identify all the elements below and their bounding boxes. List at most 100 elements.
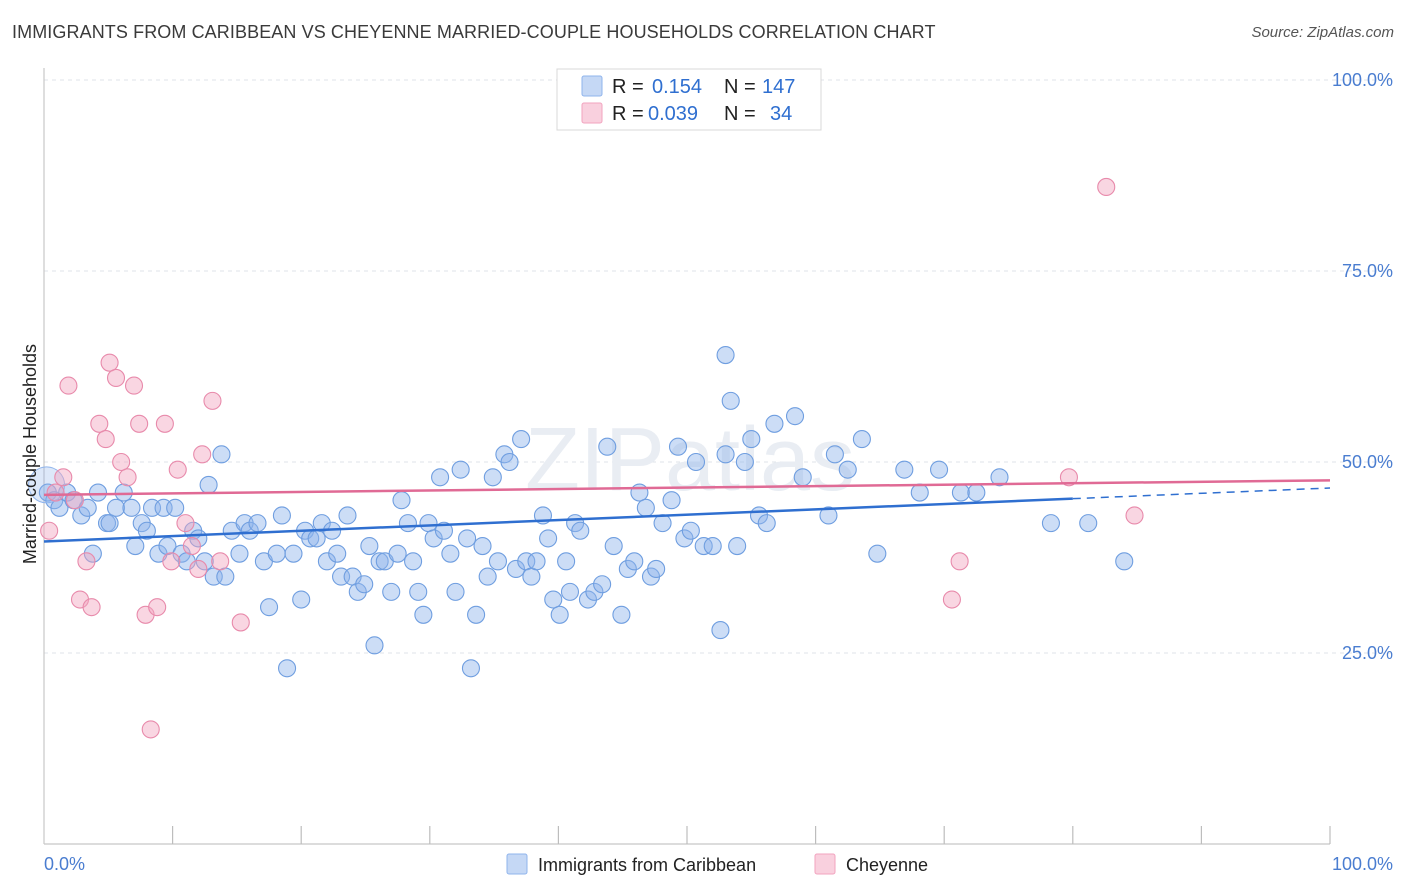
caribbean-point-46 bbox=[312, 514, 331, 533]
caribbean-point-79 bbox=[488, 552, 508, 571]
cheyenne-point-25 bbox=[193, 445, 212, 464]
caribbean-point-133 bbox=[930, 460, 949, 479]
trend-line-caribbean-extension bbox=[1072, 487, 1331, 500]
caribbean-point-72 bbox=[451, 460, 470, 479]
caribbean-point-122 bbox=[757, 514, 776, 533]
caribbean-point-126 bbox=[819, 506, 838, 525]
caribbean-point-112 bbox=[686, 452, 706, 472]
caribbean-point-88 bbox=[539, 529, 558, 548]
caribbean-point-130 bbox=[868, 544, 887, 563]
caribbean-point-51 bbox=[338, 506, 357, 525]
caribbean-point-76 bbox=[473, 536, 492, 556]
caribbean-point-63 bbox=[404, 552, 423, 571]
caribbean-point-97 bbox=[593, 575, 612, 594]
legend-r-label-1: R = bbox=[612, 76, 644, 98]
caribbean-point-38 bbox=[267, 544, 286, 563]
caribbean-point-98 bbox=[598, 437, 617, 456]
cheyenne-point-23 bbox=[182, 536, 201, 556]
legend-n-value-2: 34 bbox=[770, 103, 792, 125]
caribbean-point-59 bbox=[382, 582, 401, 601]
caribbean-point-29 bbox=[212, 445, 231, 464]
caribbean-point-90 bbox=[550, 605, 569, 624]
caribbean-point-42 bbox=[292, 590, 311, 609]
cheyenne-point-15 bbox=[130, 414, 149, 433]
cheyenne-point-29 bbox=[1097, 177, 1116, 197]
y-tick-label-2: 50.0% bbox=[1342, 452, 1393, 472]
cheyenne-point-12 bbox=[112, 452, 131, 472]
caribbean-point-8 bbox=[88, 483, 108, 502]
cheyenne-point-24 bbox=[189, 559, 208, 579]
y-tick-label-0: 100.0% bbox=[1332, 70, 1393, 90]
trend-lines bbox=[43, 479, 1331, 543]
chart-title: IMMIGRANTS FROM CARIBBEAN VS CHEYENNE MA… bbox=[12, 22, 936, 42]
caribbean-point-65 bbox=[414, 605, 433, 624]
caribbean-point-123 bbox=[765, 414, 784, 433]
cheyenne-point-7 bbox=[82, 598, 101, 617]
series-caribbean-points bbox=[28, 345, 1134, 678]
cheyenne-point-10 bbox=[100, 353, 119, 372]
caribbean-point-135 bbox=[967, 483, 986, 502]
cheyenne-point-32 bbox=[942, 590, 961, 609]
y-tick-label-1: 75.0% bbox=[1342, 261, 1393, 281]
series-cheyenne-points bbox=[40, 177, 1144, 739]
bottom-legend: Immigrants from Caribbean Cheyenne bbox=[506, 853, 928, 875]
caribbean-point-70 bbox=[441, 544, 460, 563]
cheyenne-point-9 bbox=[96, 430, 115, 449]
caribbean-point-66 bbox=[419, 514, 438, 533]
caribbean-point-37 bbox=[259, 598, 279, 617]
caribbean-point-108 bbox=[662, 491, 681, 510]
caribbean-point-118 bbox=[728, 536, 747, 556]
caribbean-point-64 bbox=[409, 582, 428, 601]
caribbean-point-117 bbox=[721, 391, 740, 410]
caribbean-point-129 bbox=[852, 430, 871, 449]
trend-line-cheyenne bbox=[43, 479, 1331, 497]
caribbean-point-39 bbox=[272, 506, 291, 525]
cheyenne-point-27 bbox=[211, 552, 230, 571]
caribbean-point-34 bbox=[240, 521, 259, 540]
caribbean-point-119 bbox=[735, 452, 754, 472]
caribbean-point-85 bbox=[522, 567, 541, 586]
caribbean-point-115 bbox=[711, 621, 730, 640]
cheyenne-point-13 bbox=[118, 468, 137, 487]
y-axis-label: Married-couple Households bbox=[20, 344, 40, 564]
caribbean-point-21 bbox=[166, 498, 185, 517]
caribbean-point-100 bbox=[612, 605, 631, 624]
caribbean-point-62 bbox=[398, 514, 417, 533]
legend-r-value-2: 0.039 bbox=[648, 103, 698, 125]
cheyenne-point-22 bbox=[176, 514, 195, 533]
caribbean-point-5 bbox=[72, 506, 91, 525]
caribbean-point-16 bbox=[137, 521, 156, 540]
caribbean-point-47 bbox=[317, 552, 336, 571]
cheyenne-point-3 bbox=[59, 376, 78, 395]
caribbean-point-13 bbox=[122, 498, 141, 517]
caribbean-point-11 bbox=[106, 498, 126, 517]
cheyenne-point-11 bbox=[106, 368, 126, 388]
cheyenne-point-17 bbox=[141, 720, 160, 739]
caribbean-point-53 bbox=[348, 582, 367, 601]
bottom-legend-swatch-cheyenne bbox=[814, 853, 836, 875]
bottom-legend-label-caribbean: Immigrants from Caribbean bbox=[538, 855, 756, 875]
caribbean-point-45 bbox=[307, 529, 326, 548]
cheyenne-point-19 bbox=[155, 414, 174, 433]
caribbean-point-96 bbox=[585, 582, 604, 601]
caribbean-point-86 bbox=[527, 552, 546, 571]
watermark: ZIPatlas bbox=[525, 410, 855, 510]
cheyenne-point-1 bbox=[46, 483, 65, 502]
caribbean-point-103 bbox=[630, 483, 649, 502]
caribbean-point-89 bbox=[544, 590, 563, 609]
caribbean-point-32 bbox=[230, 544, 249, 563]
cheyenne-point-30 bbox=[1059, 468, 1078, 487]
caribbean-point-41 bbox=[284, 544, 303, 563]
caribbean-point-57 bbox=[370, 552, 389, 571]
cheyenne-point-33 bbox=[950, 552, 969, 571]
caribbean-point-116 bbox=[716, 345, 735, 365]
caribbean-point-26 bbox=[195, 552, 214, 571]
caribbean-point-49 bbox=[328, 544, 347, 563]
caribbean-point-124 bbox=[785, 407, 805, 426]
grid-lines bbox=[44, 79, 1392, 654]
caribbean-point-127 bbox=[825, 445, 844, 464]
caribbean-point-137 bbox=[1041, 514, 1060, 533]
axes bbox=[43, 68, 1331, 845]
caribbean-point-0 bbox=[38, 483, 57, 502]
